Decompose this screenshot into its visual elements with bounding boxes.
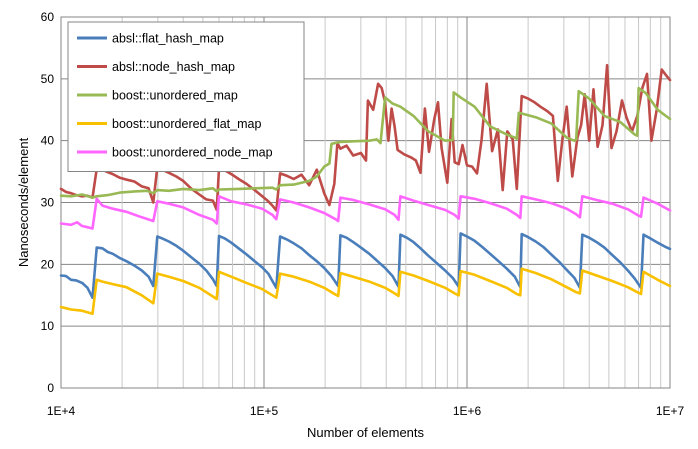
series-line-absl-flat-hash-map <box>59 232 672 300</box>
legend-label: absl::node_hash_map <box>112 60 235 74</box>
y-tick-label: 40 <box>41 134 55 148</box>
series-line-boost-unordered-map <box>59 86 672 199</box>
x-axis-title: Number of elements <box>307 425 425 440</box>
y-tick-label: 50 <box>41 72 55 86</box>
y-tick-label: 60 <box>41 10 55 24</box>
series-line-boost-unordered-flat-map <box>59 267 672 316</box>
legend-label: boost::unordered_node_map <box>112 146 273 160</box>
y-axis-title: Nanoseconds/element <box>16 137 31 267</box>
legend-label: boost::unordered_map <box>112 89 238 103</box>
y-tick-label: 20 <box>41 257 55 271</box>
x-tick-label: 1E+5 <box>250 404 279 418</box>
series-line-absl-node-hash-map <box>59 63 672 212</box>
series-lines <box>59 63 672 316</box>
y-tick-label: 0 <box>47 381 54 395</box>
y-tick-label: 10 <box>41 319 55 333</box>
y-axis-ticks: 0 10 20 30 40 50 60 <box>41 10 55 395</box>
plot-area-frame <box>60 16 671 389</box>
legend-box <box>67 21 305 172</box>
legend-label: absl::flat_hash_map <box>112 32 224 46</box>
legend: absl::flat_hash_mapabsl::node_hash_mapbo… <box>67 21 305 172</box>
x-tick-label: 1E+6 <box>453 404 482 418</box>
x-axis-ticks: 1E+4 1E+5 1E+6 1E+7 <box>47 404 685 418</box>
y-tick-label: 30 <box>41 196 55 210</box>
x-tick-label: 1E+4 <box>47 404 76 418</box>
series-line-boost-unordered-node-map <box>59 195 672 230</box>
x-tick-label: 1E+7 <box>656 404 685 418</box>
legend-label: boost::unordered_flat_map <box>112 117 261 131</box>
